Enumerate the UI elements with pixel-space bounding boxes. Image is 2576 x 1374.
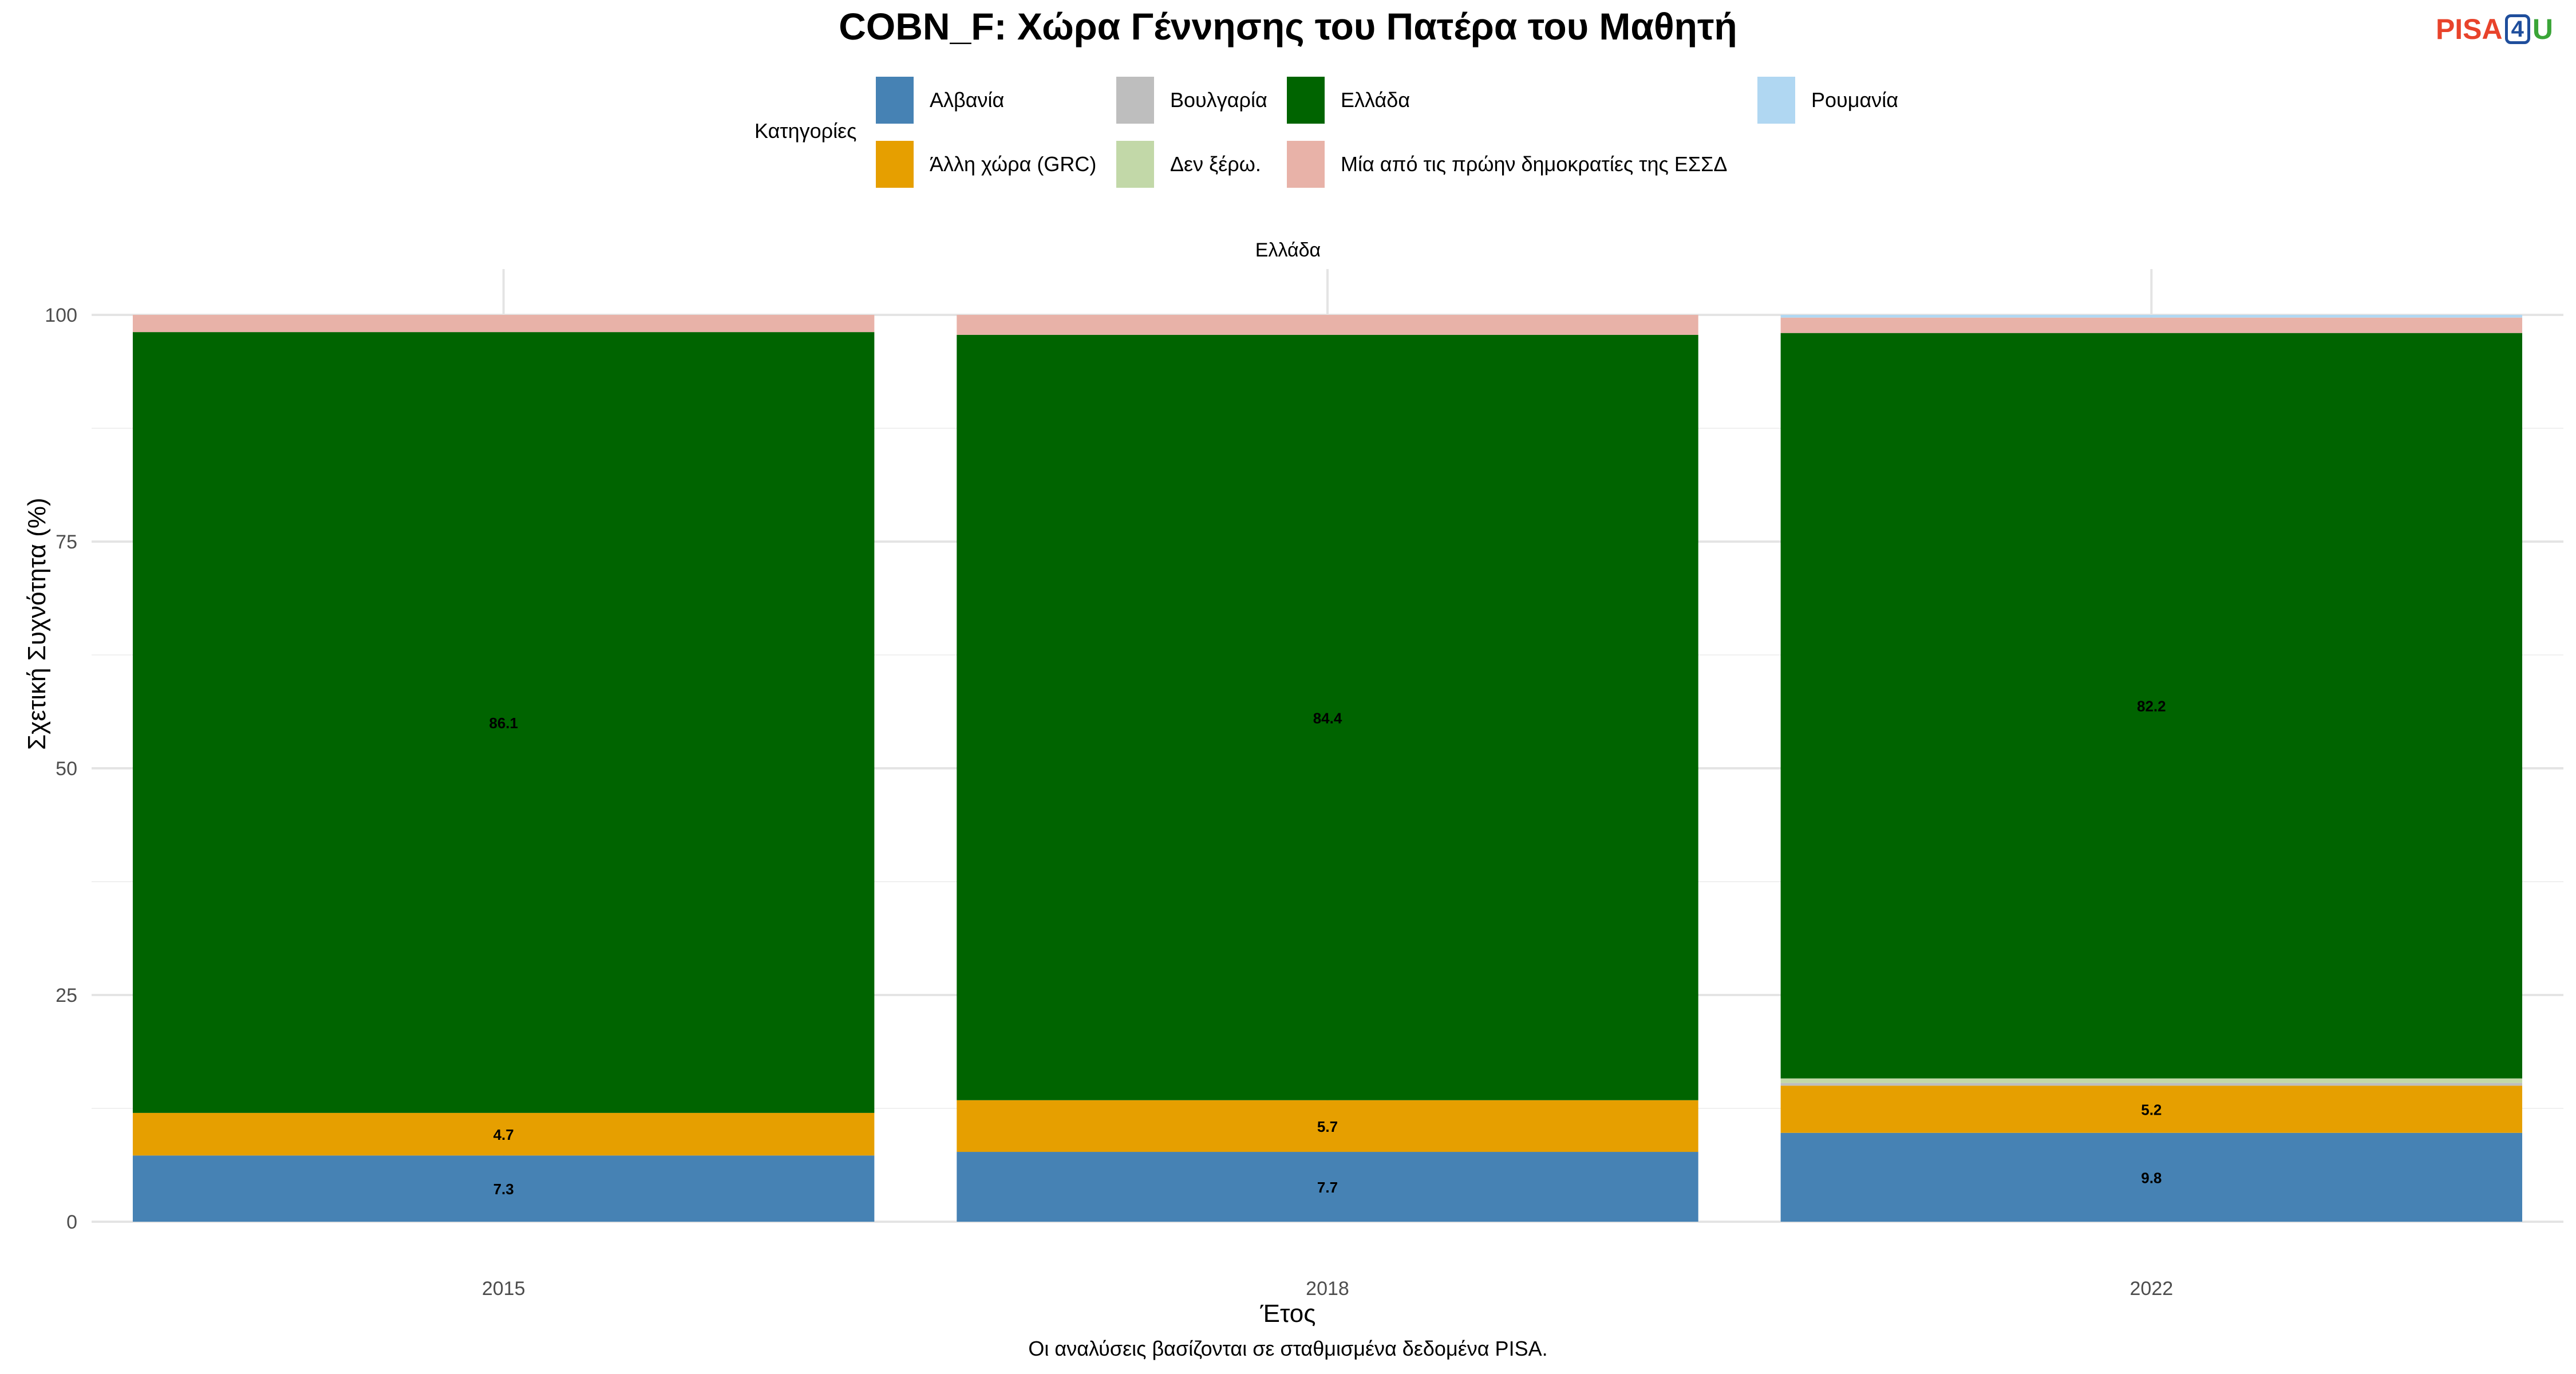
- legend-color-key: [876, 77, 914, 124]
- legend-color-key: [1116, 77, 1154, 124]
- logo-part-u: U: [2532, 13, 2553, 45]
- logo-part-pisa: PISA: [2435, 13, 2503, 45]
- y-tick-label: 50: [56, 758, 77, 780]
- bar-segment: [1780, 1085, 2523, 1133]
- chart-title: COBN_F: Χώρα Γέννησης του Πατέρα του Μαθ…: [839, 5, 1737, 48]
- x-tick-label: 2018: [1306, 1278, 1349, 1300]
- legend-color-key: [1287, 141, 1325, 188]
- logo-part-4: 4: [2504, 14, 2530, 44]
- bar-segment: [132, 315, 875, 333]
- legend-color-key: [1116, 141, 1154, 188]
- legend-item: Ρουμανία: [1757, 77, 1898, 124]
- legend-item: Βουλγαρία: [1116, 77, 1267, 124]
- bar-data-label: 5.7: [1317, 1118, 1338, 1135]
- bar-segment: [957, 1100, 1698, 1152]
- bar-data-label: 84.4: [1313, 709, 1342, 727]
- bar-segment: [132, 1155, 875, 1222]
- legend-item: Άλλη χώρα (GRC): [876, 141, 1096, 188]
- bar-segment: [1780, 1078, 2523, 1083]
- chart-caption: Οι αναλύσεις βασίζονται σε σταθμισμένα δ…: [1028, 1337, 1548, 1360]
- bar-data-label: 7.3: [493, 1180, 514, 1198]
- legend-item: Μία από τις πρώην δημοκρατίες της ΕΣΣΔ: [1287, 141, 1727, 188]
- x-axis-label: Έτος: [1260, 1300, 1316, 1328]
- bar-segment: [132, 332, 875, 1113]
- pisa4u-logo: PISA 4 U: [2436, 13, 2553, 46]
- bar-data-label: 7.7: [1317, 1179, 1338, 1196]
- legend-label: Μία από τις πρώην δημοκρατίες της ΕΣΣΔ: [1341, 152, 1728, 176]
- bar-segment: [1780, 317, 2523, 333]
- bar-segment: [957, 1152, 1698, 1222]
- bar-segment: [957, 334, 1698, 1100]
- legend-color-key: [1757, 77, 1795, 124]
- bar-data-label: 82.2: [2137, 698, 2166, 715]
- legend-label: Ρουμανία: [1811, 88, 1899, 112]
- legend-item: Αλβανία: [876, 77, 1004, 124]
- x-tick-label: 2022: [2130, 1278, 2174, 1300]
- legend-label: Αλβανία: [930, 88, 1005, 112]
- bar-segment: [1780, 333, 2523, 1079]
- y-tick-label: 25: [56, 985, 77, 1006]
- legend-label: Βουλγαρία: [1170, 88, 1267, 112]
- legend-label: Δεν ξέρω.: [1170, 152, 1261, 176]
- bar-segment: [1780, 1132, 2523, 1222]
- y-tick-label: 100: [45, 305, 77, 326]
- bar-segment: [1780, 1083, 2523, 1086]
- facet-strip-label: Ελλάδα: [1255, 239, 1321, 261]
- x-tick-label: 2015: [482, 1278, 526, 1300]
- legend-color-key: [1287, 77, 1325, 124]
- bar-segment: [957, 315, 1698, 335]
- bar-segment: [132, 1112, 875, 1156]
- y-tick-label: 0: [66, 1211, 77, 1233]
- legend-label: Ελλάδα: [1341, 88, 1411, 112]
- bar-data-label: 4.7: [493, 1126, 514, 1143]
- legend-item: Ελλάδα: [1287, 77, 1410, 124]
- bar-data-label: 9.8: [2141, 1169, 2162, 1186]
- bar-data-label: 5.2: [2141, 1101, 2162, 1119]
- y-tick-label: 75: [56, 531, 77, 553]
- bar-segment: [1780, 315, 2523, 318]
- y-axis-label: Σχετική Συχνότητα (%): [23, 498, 51, 750]
- legend-label: Άλλη χώρα (GRC): [930, 152, 1097, 176]
- legend-color-key: [876, 141, 914, 188]
- bar-data-label: 86.1: [489, 714, 518, 732]
- legend-item: Δεν ξέρω.: [1116, 141, 1261, 188]
- legend-title: Κατηγορίες: [754, 119, 857, 143]
